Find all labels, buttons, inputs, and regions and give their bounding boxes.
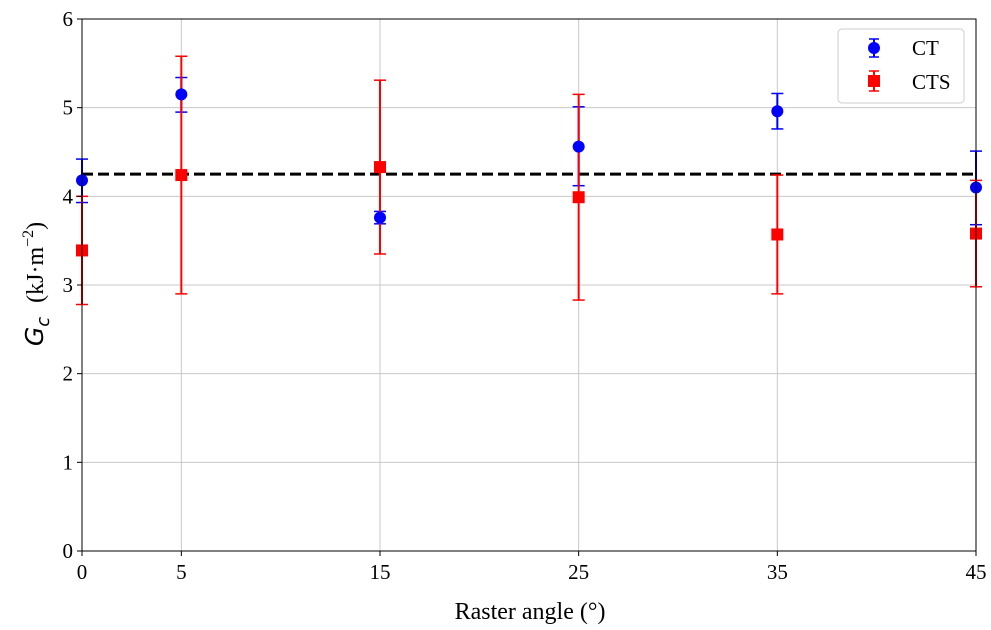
data-point-cts: [572, 191, 585, 204]
y-label-unit-close: ): [23, 222, 49, 230]
data-point-ct: [572, 140, 585, 153]
x-tick-label: 0: [77, 560, 88, 584]
legend-entry-ct: CT: [868, 36, 939, 60]
x-tick-label: 15: [370, 560, 391, 584]
y-tick-label: 2: [63, 362, 74, 386]
y-tick-label: 6: [63, 7, 74, 31]
y-tick-label: 4: [63, 184, 74, 208]
data-markers: [76, 88, 982, 257]
x-tick-label: 35: [767, 560, 788, 584]
legend: CT CTS: [837, 28, 965, 104]
y-axis-label: Gc (kJ·m−2): [20, 222, 54, 346]
legend-entry-cts: CTS: [868, 70, 951, 94]
y-tick-label: 1: [63, 450, 74, 474]
data-point-ct: [175, 88, 188, 101]
legend-marker-ct: [868, 42, 880, 54]
x-tick-label: 45: [966, 560, 987, 584]
x-axis-label: Raster angle (°): [455, 599, 606, 625]
y-label-symbol: G: [20, 327, 49, 346]
y-tick-label: 0: [63, 539, 74, 563]
y-label-unit-exponent: −2: [20, 230, 37, 247]
y-label-subscript: c: [33, 317, 54, 327]
x-tick-label: 25: [568, 560, 589, 584]
data-point-cts: [175, 169, 188, 182]
legend-marker-cts: [868, 75, 880, 87]
y-tick-label: 5: [63, 96, 74, 120]
data-point-ct: [374, 211, 386, 224]
data-point-ct: [771, 105, 784, 118]
legend-label-ct: CT: [912, 36, 939, 60]
y-label-unit: (kJ·m: [23, 247, 49, 303]
legend-label-cts: CTS: [912, 70, 951, 94]
y-tick-label: 3: [63, 273, 74, 297]
x-tick-label: 5: [176, 560, 187, 584]
data-point-cts: [374, 161, 386, 174]
data-point-cts: [771, 228, 784, 241]
